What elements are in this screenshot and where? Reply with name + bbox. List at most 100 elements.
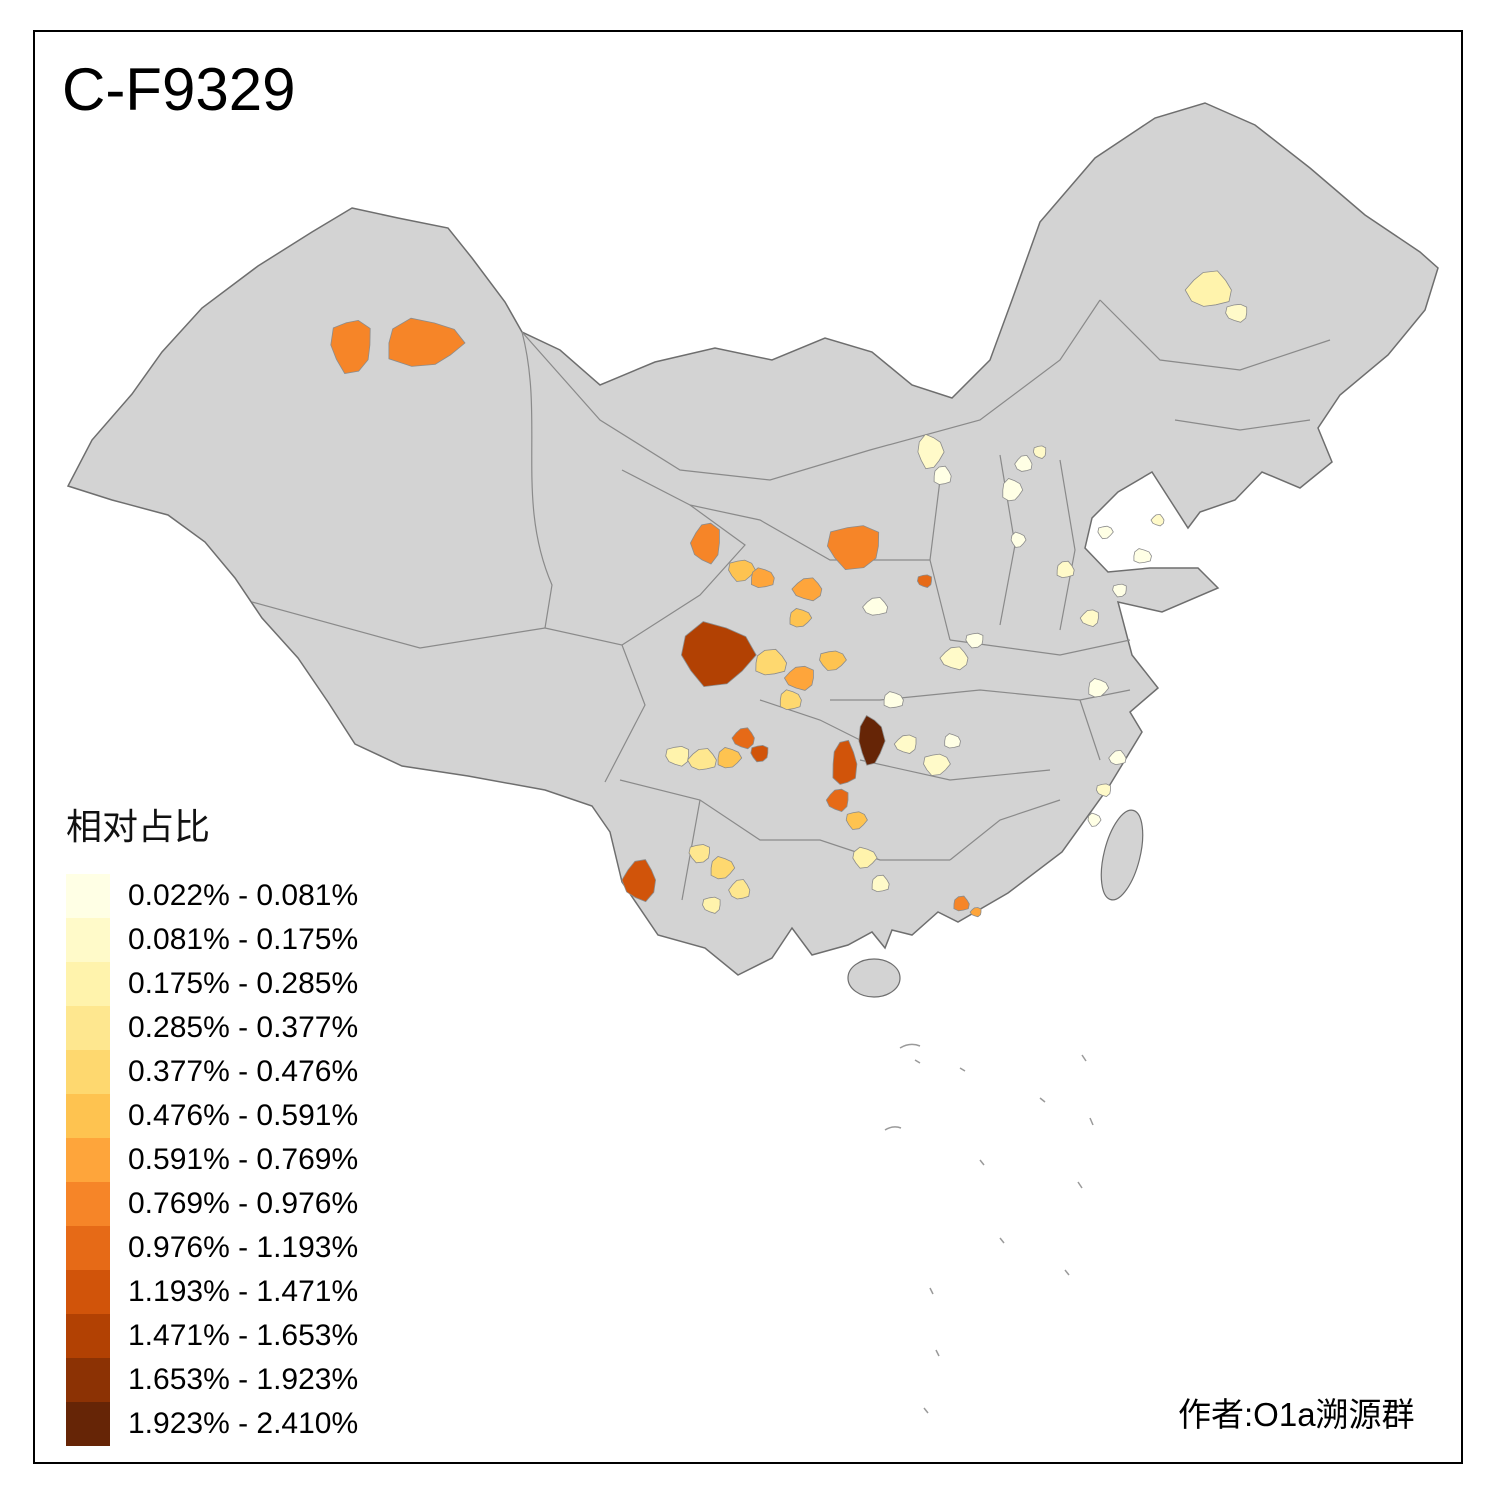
map-region xyxy=(923,753,951,776)
legend-label: 0.377% - 0.476% xyxy=(128,1055,359,1088)
map-region xyxy=(750,567,775,589)
map-region xyxy=(933,465,952,485)
map-region xyxy=(779,689,802,711)
legend-row: 0.769% - 0.976% xyxy=(66,1182,358,1226)
legend-rows: 0.022% - 0.081% 0.081% - 0.175% 0.175% - 0… xyxy=(66,874,358,1446)
hainan-island xyxy=(847,958,901,998)
legend-label: 1.923% - 2.410% xyxy=(128,1407,359,1440)
map-region xyxy=(1184,270,1232,307)
map-region xyxy=(1097,525,1114,540)
legend-swatch xyxy=(66,1270,110,1314)
map-region xyxy=(893,734,917,754)
legend-swatch xyxy=(66,1006,110,1050)
map-region xyxy=(728,879,751,900)
map-region xyxy=(969,907,982,918)
map-region xyxy=(791,577,823,602)
map-region xyxy=(1150,513,1165,527)
map-region xyxy=(1133,548,1152,564)
map-region xyxy=(717,747,743,769)
map-region xyxy=(916,574,932,588)
legend-row: 0.022% - 0.081% xyxy=(66,874,358,918)
map-region xyxy=(330,319,371,374)
map-region xyxy=(1010,531,1027,548)
legend-row: 1.193% - 1.471% xyxy=(66,1270,358,1314)
legend-row: 1.923% - 2.410% xyxy=(66,1402,358,1446)
legend-swatch xyxy=(66,918,110,962)
map-region xyxy=(621,859,657,903)
map-region xyxy=(826,525,880,571)
map-region xyxy=(939,646,969,671)
map-region xyxy=(1014,454,1033,472)
map-region xyxy=(883,691,904,709)
map-region xyxy=(1079,609,1099,628)
legend-swatch xyxy=(66,1138,110,1182)
map-region xyxy=(1108,749,1127,766)
map-region xyxy=(1087,812,1102,827)
legend-label: 0.476% - 0.591% xyxy=(128,1099,359,1132)
map-region xyxy=(728,559,756,582)
legend-swatch xyxy=(66,1226,110,1270)
legend-title: 相对占比 xyxy=(66,806,211,847)
legend-label: 0.769% - 0.976% xyxy=(128,1187,359,1220)
map-region xyxy=(1056,560,1075,579)
legend-label: 1.193% - 1.471% xyxy=(128,1275,359,1308)
map-region xyxy=(832,739,858,785)
map-region xyxy=(750,744,769,763)
legend-label: 0.022% - 0.081% xyxy=(128,879,359,912)
legend-swatch xyxy=(66,1050,110,1094)
legend-swatch xyxy=(66,962,110,1006)
legend-label: 0.591% - 0.769% xyxy=(128,1143,359,1176)
legend-label: 0.976% - 1.193% xyxy=(128,1231,359,1264)
map-region xyxy=(944,733,961,749)
legend-label: 0.175% - 0.285% xyxy=(128,967,359,1000)
map-region xyxy=(1095,783,1111,797)
legend-label: 1.471% - 1.653% xyxy=(128,1319,359,1352)
legend-swatch xyxy=(66,1094,110,1138)
legend-swatch xyxy=(66,874,110,918)
legend-swatch xyxy=(66,1402,110,1446)
map-region xyxy=(862,597,889,616)
map-region xyxy=(953,895,970,912)
map-region xyxy=(871,874,890,893)
map-region xyxy=(731,727,755,750)
legend-row: 0.081% - 0.175% xyxy=(66,918,358,962)
map-region xyxy=(680,621,757,688)
map-region xyxy=(858,714,886,766)
map-region xyxy=(688,844,710,864)
map-region xyxy=(702,896,721,914)
legend-label: 1.653% - 1.923% xyxy=(128,1363,359,1396)
map-region xyxy=(917,433,945,470)
legend-row: 0.476% - 0.591% xyxy=(66,1094,358,1138)
legend-label: 0.285% - 0.377% xyxy=(128,1011,359,1044)
plot-border xyxy=(33,30,1463,1464)
map-region xyxy=(852,846,878,869)
attribution-text: 作者:O1a溯源群 xyxy=(1178,1396,1415,1433)
legend-swatch xyxy=(66,1182,110,1226)
map-region xyxy=(689,522,720,565)
legend-row: 0.175% - 0.285% xyxy=(66,962,358,1006)
map-region xyxy=(845,811,868,830)
legend-swatch xyxy=(66,1314,110,1358)
legend-row: 1.653% - 1.923% xyxy=(66,1358,358,1402)
legend-label: 0.081% - 0.175% xyxy=(128,923,359,956)
map-region xyxy=(1112,583,1127,598)
legend-swatch xyxy=(66,1358,110,1402)
map-region xyxy=(710,856,736,880)
map-region xyxy=(665,745,690,767)
legend-row: 0.591% - 0.769% xyxy=(66,1138,358,1182)
map-region xyxy=(755,648,788,676)
legend-row: 1.471% - 1.653% xyxy=(66,1314,358,1358)
map-title: C-F9329 xyxy=(62,56,296,123)
map-region xyxy=(825,788,849,812)
legend-row: 0.976% - 1.193% xyxy=(66,1226,358,1270)
taiwan-island xyxy=(1100,809,1144,901)
map-region xyxy=(789,608,813,628)
map-region xyxy=(388,317,466,367)
legend-row: 0.377% - 0.476% xyxy=(66,1050,358,1094)
legend: 相对占比 0.022% - 0.081% 0.081% - 0.175% 0.175… xyxy=(66,798,358,1446)
map-region xyxy=(1225,303,1248,323)
legend-row: 0.285% - 0.377% xyxy=(66,1006,358,1050)
map-region xyxy=(783,665,814,691)
